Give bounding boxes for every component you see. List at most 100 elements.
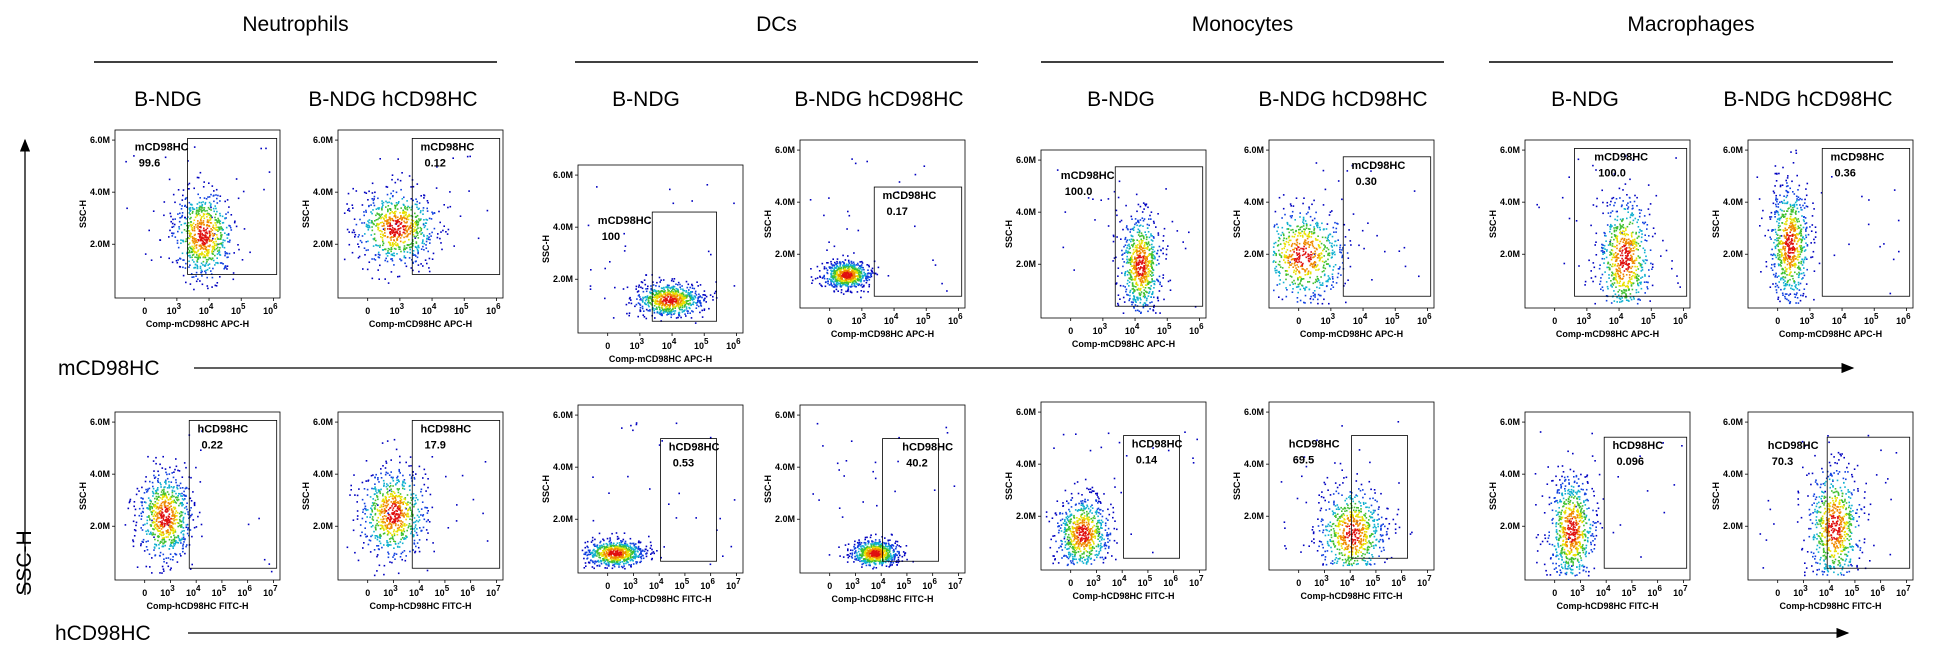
tick-base: 10 (662, 341, 672, 351)
event-dot (665, 299, 667, 301)
event-dot (1632, 262, 1635, 264)
event-dot (1285, 240, 1288, 243)
event-dot (645, 290, 648, 293)
event-dot (664, 297, 667, 300)
event-dot (417, 221, 420, 223)
event-dot (1139, 205, 1142, 208)
event-dot (410, 267, 413, 269)
event-dot (660, 279, 662, 281)
event-dot (1646, 287, 1649, 290)
event-dot (210, 209, 212, 211)
event-dot (1367, 222, 1369, 224)
event-dot (1296, 301, 1299, 303)
event-dot (682, 293, 685, 296)
event-dot (1637, 235, 1640, 238)
event-dot (387, 225, 389, 227)
event-dot (1639, 245, 1641, 247)
event-dot (186, 251, 188, 254)
event-dot (1299, 282, 1301, 284)
event-dot (1124, 271, 1127, 273)
event-dot (351, 251, 354, 254)
event-dot (203, 181, 205, 183)
event-dot (430, 218, 433, 220)
event-dot (1296, 249, 1298, 251)
event-dot (1145, 299, 1148, 302)
event-dot (407, 218, 410, 221)
event-dot (697, 305, 700, 308)
event-dot (1293, 236, 1296, 238)
event-dot (1278, 274, 1280, 277)
event-dot (1134, 261, 1136, 264)
event-dot (407, 228, 410, 231)
event-dot (1634, 240, 1636, 243)
event-dot (216, 257, 218, 259)
event-dot (851, 281, 854, 284)
event-dot (225, 226, 228, 229)
event-dot (1285, 295, 1288, 298)
event-dot (196, 261, 199, 263)
event-dot (432, 252, 435, 255)
event-dot (1601, 257, 1604, 260)
event-dot (226, 237, 229, 239)
event-dot (664, 295, 666, 298)
event-dot (673, 293, 675, 295)
event-dot (192, 241, 195, 243)
event-dot (1100, 199, 1102, 201)
event-dot (704, 294, 707, 296)
event-dot (829, 266, 831, 268)
x-tick-label: 104 (422, 302, 437, 316)
event-dot (1302, 202, 1304, 205)
event-dot (1286, 270, 1289, 272)
event-dot (1294, 264, 1296, 267)
event-dot (1290, 245, 1293, 248)
event-dot (1638, 275, 1640, 277)
event-dot (406, 225, 409, 227)
event-dot (218, 221, 220, 224)
event-dot (354, 236, 356, 238)
event-dot (225, 252, 228, 254)
event-dot (364, 254, 366, 256)
event-dot (196, 222, 199, 225)
event-dot (1619, 240, 1622, 243)
event-dot (844, 277, 846, 279)
event-dot (1287, 228, 1290, 230)
event-dot (832, 285, 834, 288)
event-dot (422, 222, 425, 225)
event-dot (216, 243, 218, 245)
event-dot (380, 236, 382, 238)
event-dot (466, 155, 469, 158)
event-dot (1156, 296, 1159, 299)
event-dot (1314, 293, 1316, 296)
event-dot (1644, 273, 1646, 276)
event-dot (898, 181, 901, 183)
event-dot (1325, 280, 1327, 283)
event-dot (1165, 248, 1168, 251)
event-dot (1140, 240, 1143, 242)
event-dot (640, 298, 642, 300)
event-dot (216, 236, 219, 239)
event-dot (1291, 262, 1293, 265)
event-dot (357, 243, 359, 245)
event-dot (652, 281, 654, 283)
event-dot (1324, 246, 1326, 249)
tick-exponent: 3 (862, 312, 867, 321)
event-dot (861, 269, 863, 271)
event-dot (1327, 248, 1330, 251)
event-dot (415, 228, 418, 231)
event-dot (1305, 222, 1308, 225)
event-dot (1133, 307, 1135, 309)
event-dot (1295, 230, 1297, 233)
event-dot (227, 234, 230, 236)
event-dot (1145, 291, 1148, 293)
event-dot (678, 308, 681, 311)
event-dot (1312, 245, 1315, 248)
event-dot (1320, 242, 1323, 245)
event-dot (1639, 281, 1641, 284)
event-dot (1637, 249, 1639, 251)
event-dot (1312, 298, 1315, 301)
event-dot (177, 259, 179, 261)
event-dot (1134, 277, 1137, 280)
event-dot (850, 273, 853, 275)
event-dot (844, 265, 847, 268)
tick-exponent: 3 (400, 302, 405, 311)
